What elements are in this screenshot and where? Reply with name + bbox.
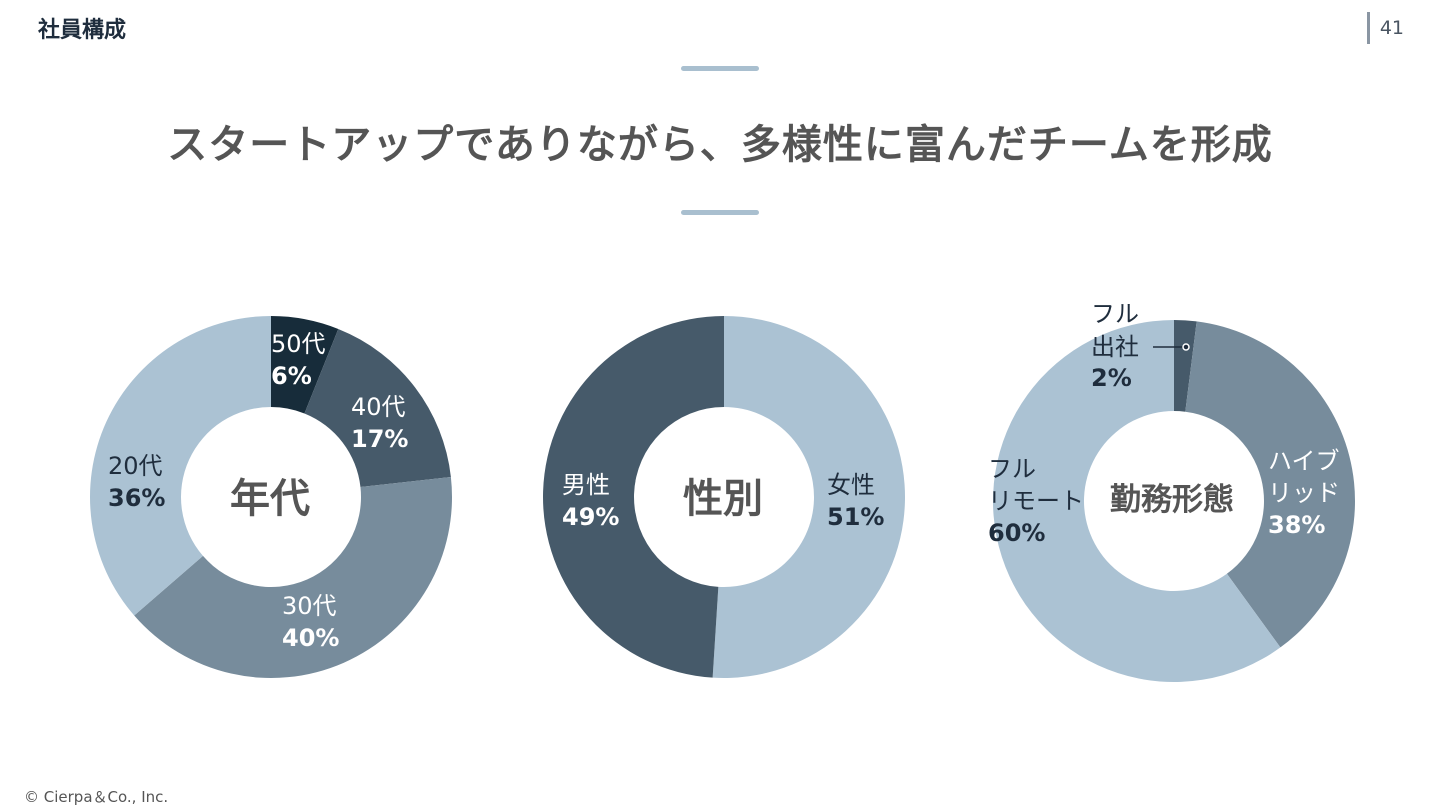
workstyle-slice-percent-full-office: 2% <box>1091 364 1132 392</box>
age-donut-slices <box>89 316 452 679</box>
age-slice-label-20s: 20代 <box>108 452 163 480</box>
workstyle-slice-percent-full-remote: 60% <box>988 519 1045 547</box>
workstyle-chart-center-label: 勤務形態 <box>1110 482 1234 518</box>
age-slice-label-50s: 50代 <box>271 330 326 358</box>
age-slice-percent-40s: 17% <box>351 425 408 453</box>
gender-donut-slices <box>543 316 906 678</box>
age-slice-1 <box>304 328 451 488</box>
age-slice-3 <box>89 316 271 616</box>
gender-donut-chart: 性別 女性 51% 男性 49% <box>543 316 906 678</box>
age-slice-percent-30s: 40% <box>282 624 339 652</box>
age-chart-center-label: 年代 <box>230 476 310 522</box>
age-slice-label-40s: 40代 <box>351 393 406 421</box>
gender-slice-1 <box>543 316 724 678</box>
workstyle-donut-chart: 勤務形態 フル 出社 2% ハイブ リッド 38% フル リモート 60% <box>988 300 1356 682</box>
section-label: 社員構成 <box>38 18 127 43</box>
workstyle-slice-percent-hybrid: 38% <box>1268 511 1325 539</box>
age-slice-percent-20s: 36% <box>108 484 165 512</box>
headline: スタートアップでありながら、多様性に富んだチームを形成 <box>167 122 1273 168</box>
workstyle-donut-slices <box>993 320 1356 682</box>
age-slice-0 <box>271 316 339 414</box>
page-number-marker: 41 <box>1366 12 1404 44</box>
workstyle-slice-label-full-remote-line2: リモート <box>988 487 1084 515</box>
workstyle-slice-2 <box>993 320 1281 682</box>
age-slice-percent-50s: 6% <box>271 362 312 390</box>
headline-top-accent-bar <box>681 66 759 71</box>
age-slice-label-30s: 30代 <box>282 592 337 620</box>
gender-slice-label-female: 女性 <box>827 471 875 499</box>
age-donut-chart: 年代 50代 6% 40代 17% 30代 40% 20代 36% <box>89 316 452 679</box>
page-number: 41 <box>1379 17 1404 39</box>
workstyle-slice-label-full-office-line1: フル <box>1091 300 1139 328</box>
gender-slice-percent-female: 51% <box>827 503 884 531</box>
workstyle-slice-label-hybrid-line2: リッド <box>1268 479 1340 507</box>
full-office-leader-dot <box>1182 343 1190 351</box>
workstyle-slice-label-hybrid-line1: ハイブ <box>1268 447 1340 475</box>
gender-chart-center-label: 性別 <box>683 476 763 522</box>
gender-slice-label-male: 男性 <box>562 471 610 499</box>
headline-bottom-accent-bar <box>681 210 759 215</box>
workstyle-slice-label-full-remote-line1: フル <box>988 455 1036 483</box>
copyright: © Cierpa＆Co., Inc. <box>24 788 169 806</box>
age-slice-2 <box>134 476 452 679</box>
workstyle-slice-0 <box>1174 320 1197 412</box>
gender-slice-percent-male: 49% <box>562 503 619 531</box>
gender-slice-0 <box>712 316 906 678</box>
workstyle-slice-label-full-office-line2: 出社 <box>1091 333 1139 361</box>
workstyle-slice-1 <box>1185 321 1356 648</box>
